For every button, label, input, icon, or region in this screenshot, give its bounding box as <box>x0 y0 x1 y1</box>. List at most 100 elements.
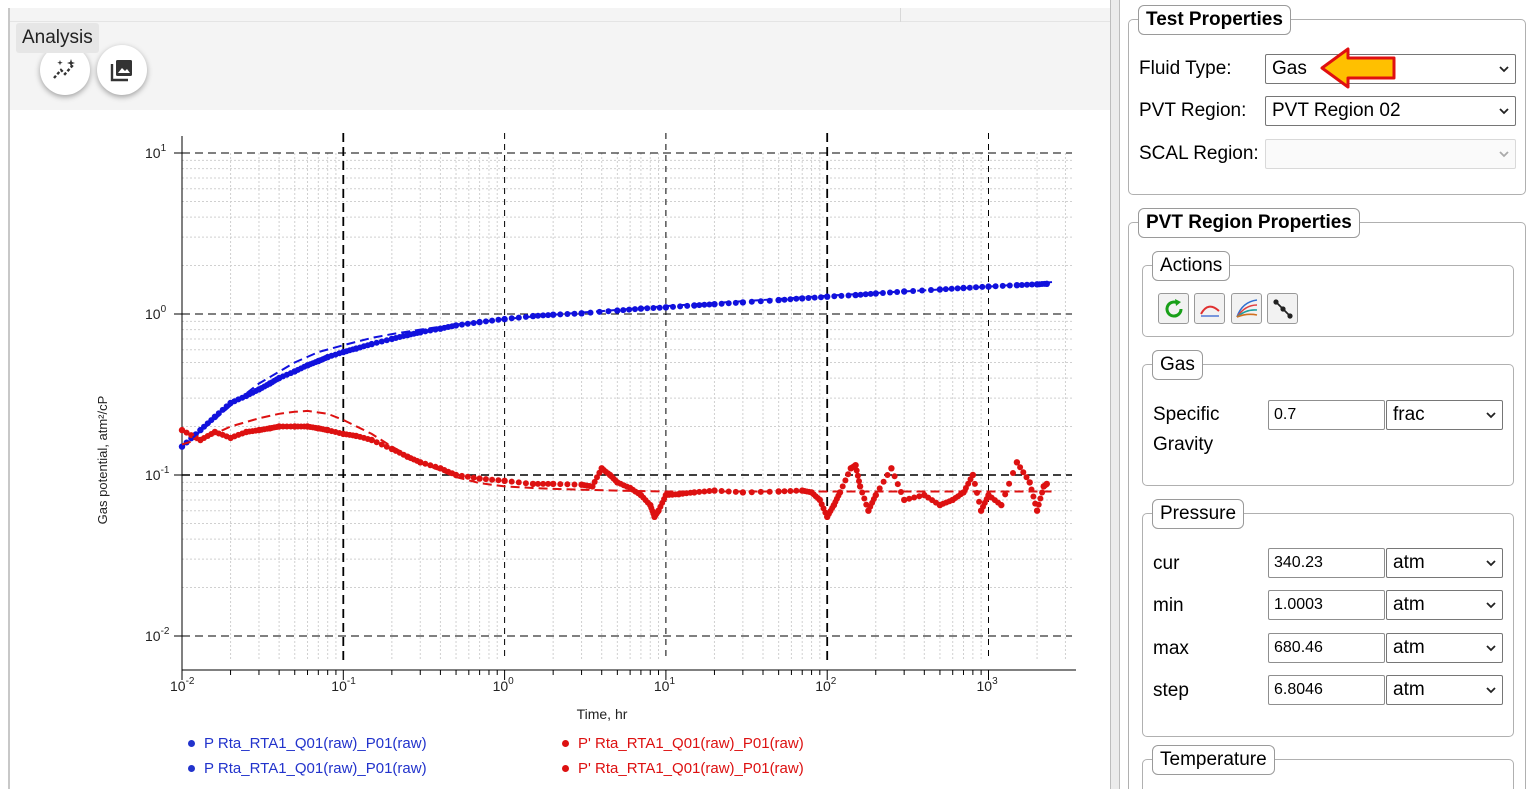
y-tick-label: 100 <box>145 304 167 322</box>
data-point <box>522 313 529 320</box>
curve-button[interactable] <box>1194 293 1225 324</box>
data-point <box>515 479 522 486</box>
image-export-button[interactable] <box>97 45 147 95</box>
x-tick-label: 10-1 <box>331 676 356 694</box>
data-point <box>594 474 600 481</box>
legend-item[interactable]: P Rta_RTA1_Q01(raw)_P01(raw) <box>188 760 427 778</box>
legend-label: P' Rta_RTA1_Q01(raw)_P01(raw) <box>578 735 804 752</box>
data-point <box>888 465 895 472</box>
specific-gravity-label: Specific <box>1153 404 1220 425</box>
pvt-region-label: PVT Region: <box>1139 100 1247 121</box>
data-point <box>557 481 564 488</box>
chevron-down-icon <box>1499 151 1509 158</box>
pvt-region-properties-group: PVT Region Properties <box>1128 208 1526 789</box>
data-point <box>1035 501 1042 508</box>
data-point <box>1006 480 1013 487</box>
pressure-step-unit-select[interactable]: atm <box>1386 675 1503 705</box>
pressure-cur-unit-select[interactable]: atm <box>1386 548 1503 578</box>
data-point <box>383 443 390 450</box>
legend-item[interactable]: P' Rta_RTA1_Q01(raw)_P01(raw) <box>562 760 804 778</box>
pressure-max-input[interactable]: 680.46 <box>1268 633 1385 663</box>
data-point <box>880 478 887 485</box>
chevron-down-icon <box>1486 560 1496 567</box>
data-point <box>799 295 806 302</box>
data-point <box>373 439 380 446</box>
pressure-min-unit-select[interactable]: atm <box>1386 590 1503 620</box>
data-point <box>1013 459 1021 466</box>
data-point <box>522 480 529 487</box>
multi-curve-button[interactable] <box>1231 293 1262 324</box>
pressure-step-input[interactable]: 6.8046 <box>1268 675 1385 705</box>
points-line-button[interactable] <box>1267 293 1298 324</box>
data-point <box>839 483 846 490</box>
y-tick-label: 10-1 <box>145 465 170 483</box>
actions-title: Actions <box>1152 251 1231 281</box>
pressure-min-label: min <box>1153 595 1184 616</box>
data-point <box>219 406 226 413</box>
pvt-region-properties-title: PVT Region Properties <box>1138 208 1360 238</box>
data-point <box>898 489 904 495</box>
chevron-down-icon <box>1486 645 1496 652</box>
data-point <box>861 495 868 502</box>
analysis-wand-button[interactable] <box>40 45 90 95</box>
data-point <box>1002 491 1009 498</box>
x-axis-label: Time, hr <box>577 706 628 722</box>
log-log-chart[interactable]: 10-2 10-1 100 101 102 103 101 100 10-1 10-2 Time, … <box>10 8 1112 789</box>
pressure-min-input[interactable]: 1.0003 <box>1268 590 1385 620</box>
pressure-title: Pressure <box>1152 499 1245 529</box>
data-point <box>495 477 502 484</box>
pressure-max-unit-select[interactable]: atm <box>1386 633 1503 663</box>
y-tick-label: 10-2 <box>145 626 170 644</box>
data-point <box>489 476 496 483</box>
legend-marker <box>562 764 569 772</box>
legend-item[interactable]: P Rta_RTA1_Q01(raw)_P01(raw) <box>188 735 427 753</box>
data-point <box>884 472 891 478</box>
specific-gravity-unit-select[interactable]: frac <box>1386 400 1503 430</box>
specific-gravity-input[interactable]: 0.7 <box>1268 400 1385 430</box>
data-point <box>564 311 571 317</box>
y-axis-label: Gas potential, atm²/cP <box>95 396 110 525</box>
data-point <box>178 426 186 434</box>
data-point <box>482 476 489 483</box>
panel-splitter[interactable] <box>1110 0 1120 789</box>
data-point <box>183 429 190 436</box>
chevron-down-icon <box>1499 66 1509 73</box>
data-point <box>529 480 537 488</box>
scal-region-select[interactable] <box>1265 139 1516 169</box>
legend-label: P Rta_RTA1_Q01(raw)_P01(raw) <box>204 735 427 752</box>
image-icon <box>110 60 132 82</box>
data-point <box>711 301 718 308</box>
strip-divider <box>900 8 901 22</box>
data-point <box>508 478 515 485</box>
legend-item[interactable]: P' Rta_RTA1_Q01(raw)_P01(raw) <box>562 735 804 753</box>
data-point <box>910 288 917 294</box>
properties-panel: Test Properties Fluid Type: Gas PVT Regi… <box>1122 0 1534 789</box>
data-point <box>979 283 986 290</box>
multi-curve-icon <box>1235 298 1257 318</box>
data-point <box>739 299 747 306</box>
data-point <box>854 472 861 479</box>
data-point <box>911 494 918 501</box>
data-point <box>856 478 862 485</box>
pressure-unit-value: atm <box>1393 594 1425 615</box>
data-point <box>535 480 541 487</box>
data-point <box>894 481 901 488</box>
top-strip <box>10 8 1112 22</box>
data-point <box>928 287 934 293</box>
data-point <box>891 473 898 480</box>
points-line-icon <box>1272 298 1293 319</box>
pressure-unit-value: atm <box>1393 679 1425 700</box>
data-point <box>464 320 471 327</box>
refresh-button[interactable] <box>1158 293 1189 324</box>
specific-gravity-label-line2: Gravity <box>1153 434 1214 455</box>
data-point <box>545 480 552 487</box>
data-point <box>757 298 764 305</box>
pvt-region-select[interactable]: PVT Region 02 <box>1265 96 1516 126</box>
data-point <box>550 480 557 488</box>
analysis-tab-label[interactable]: Analysis <box>16 23 99 53</box>
pressure-cur-input[interactable]: 340.23 <box>1268 548 1385 578</box>
y-tick-label: 101 <box>145 143 167 161</box>
data-point <box>535 312 541 319</box>
legend-marker <box>188 764 195 772</box>
data-point <box>476 318 483 326</box>
